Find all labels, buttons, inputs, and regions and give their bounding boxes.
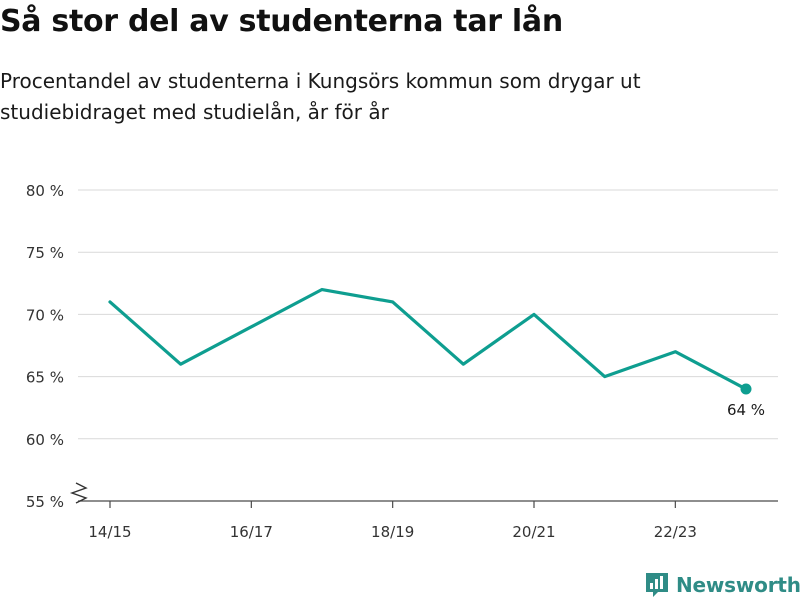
data-label: 64 % — [727, 401, 765, 419]
data-point-last — [740, 383, 752, 395]
brand-name: Newsworthy — [676, 573, 800, 597]
x-tick-label: 16/17 — [230, 523, 273, 541]
y-tick-label: 65 % — [26, 369, 64, 387]
y-tick-label: 60 % — [26, 431, 64, 449]
x-tick-label: 22/23 — [654, 523, 697, 541]
bar-chart-speech-bubble-icon — [646, 573, 668, 597]
x-tick-label: 18/19 — [371, 523, 414, 541]
line-chart: 55 % 60 % 65 % 70 % 75 % 80 % 14/15 16/17 18/19 2… — [26, 182, 778, 541]
y-tick-label: 70 % — [26, 306, 64, 324]
y-tick-label: 55 % — [26, 493, 64, 511]
y-tick-label: 75 % — [26, 244, 64, 262]
brand-logo: Newsworthy — [644, 570, 800, 600]
y-tick-label: 80 % — [26, 182, 64, 200]
chart-title: Så stor del av studenterna tar lån — [0, 4, 563, 39]
axis-break-icon — [69, 482, 88, 504]
x-tick-label: 14/15 — [88, 523, 131, 541]
x-tick-label: 20/21 — [512, 523, 555, 541]
series-line — [108, 287, 748, 391]
chart-subtitle: Procentandel av studenterna i Kungsörs k… — [0, 69, 641, 124]
